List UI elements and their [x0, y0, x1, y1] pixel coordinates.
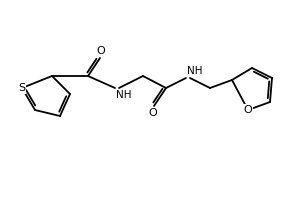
- Text: S: S: [18, 83, 26, 93]
- Text: NH: NH: [116, 90, 131, 100]
- Text: O: O: [244, 105, 252, 115]
- Text: NH: NH: [187, 66, 203, 76]
- Text: O: O: [148, 108, 158, 118]
- Text: O: O: [97, 46, 105, 56]
